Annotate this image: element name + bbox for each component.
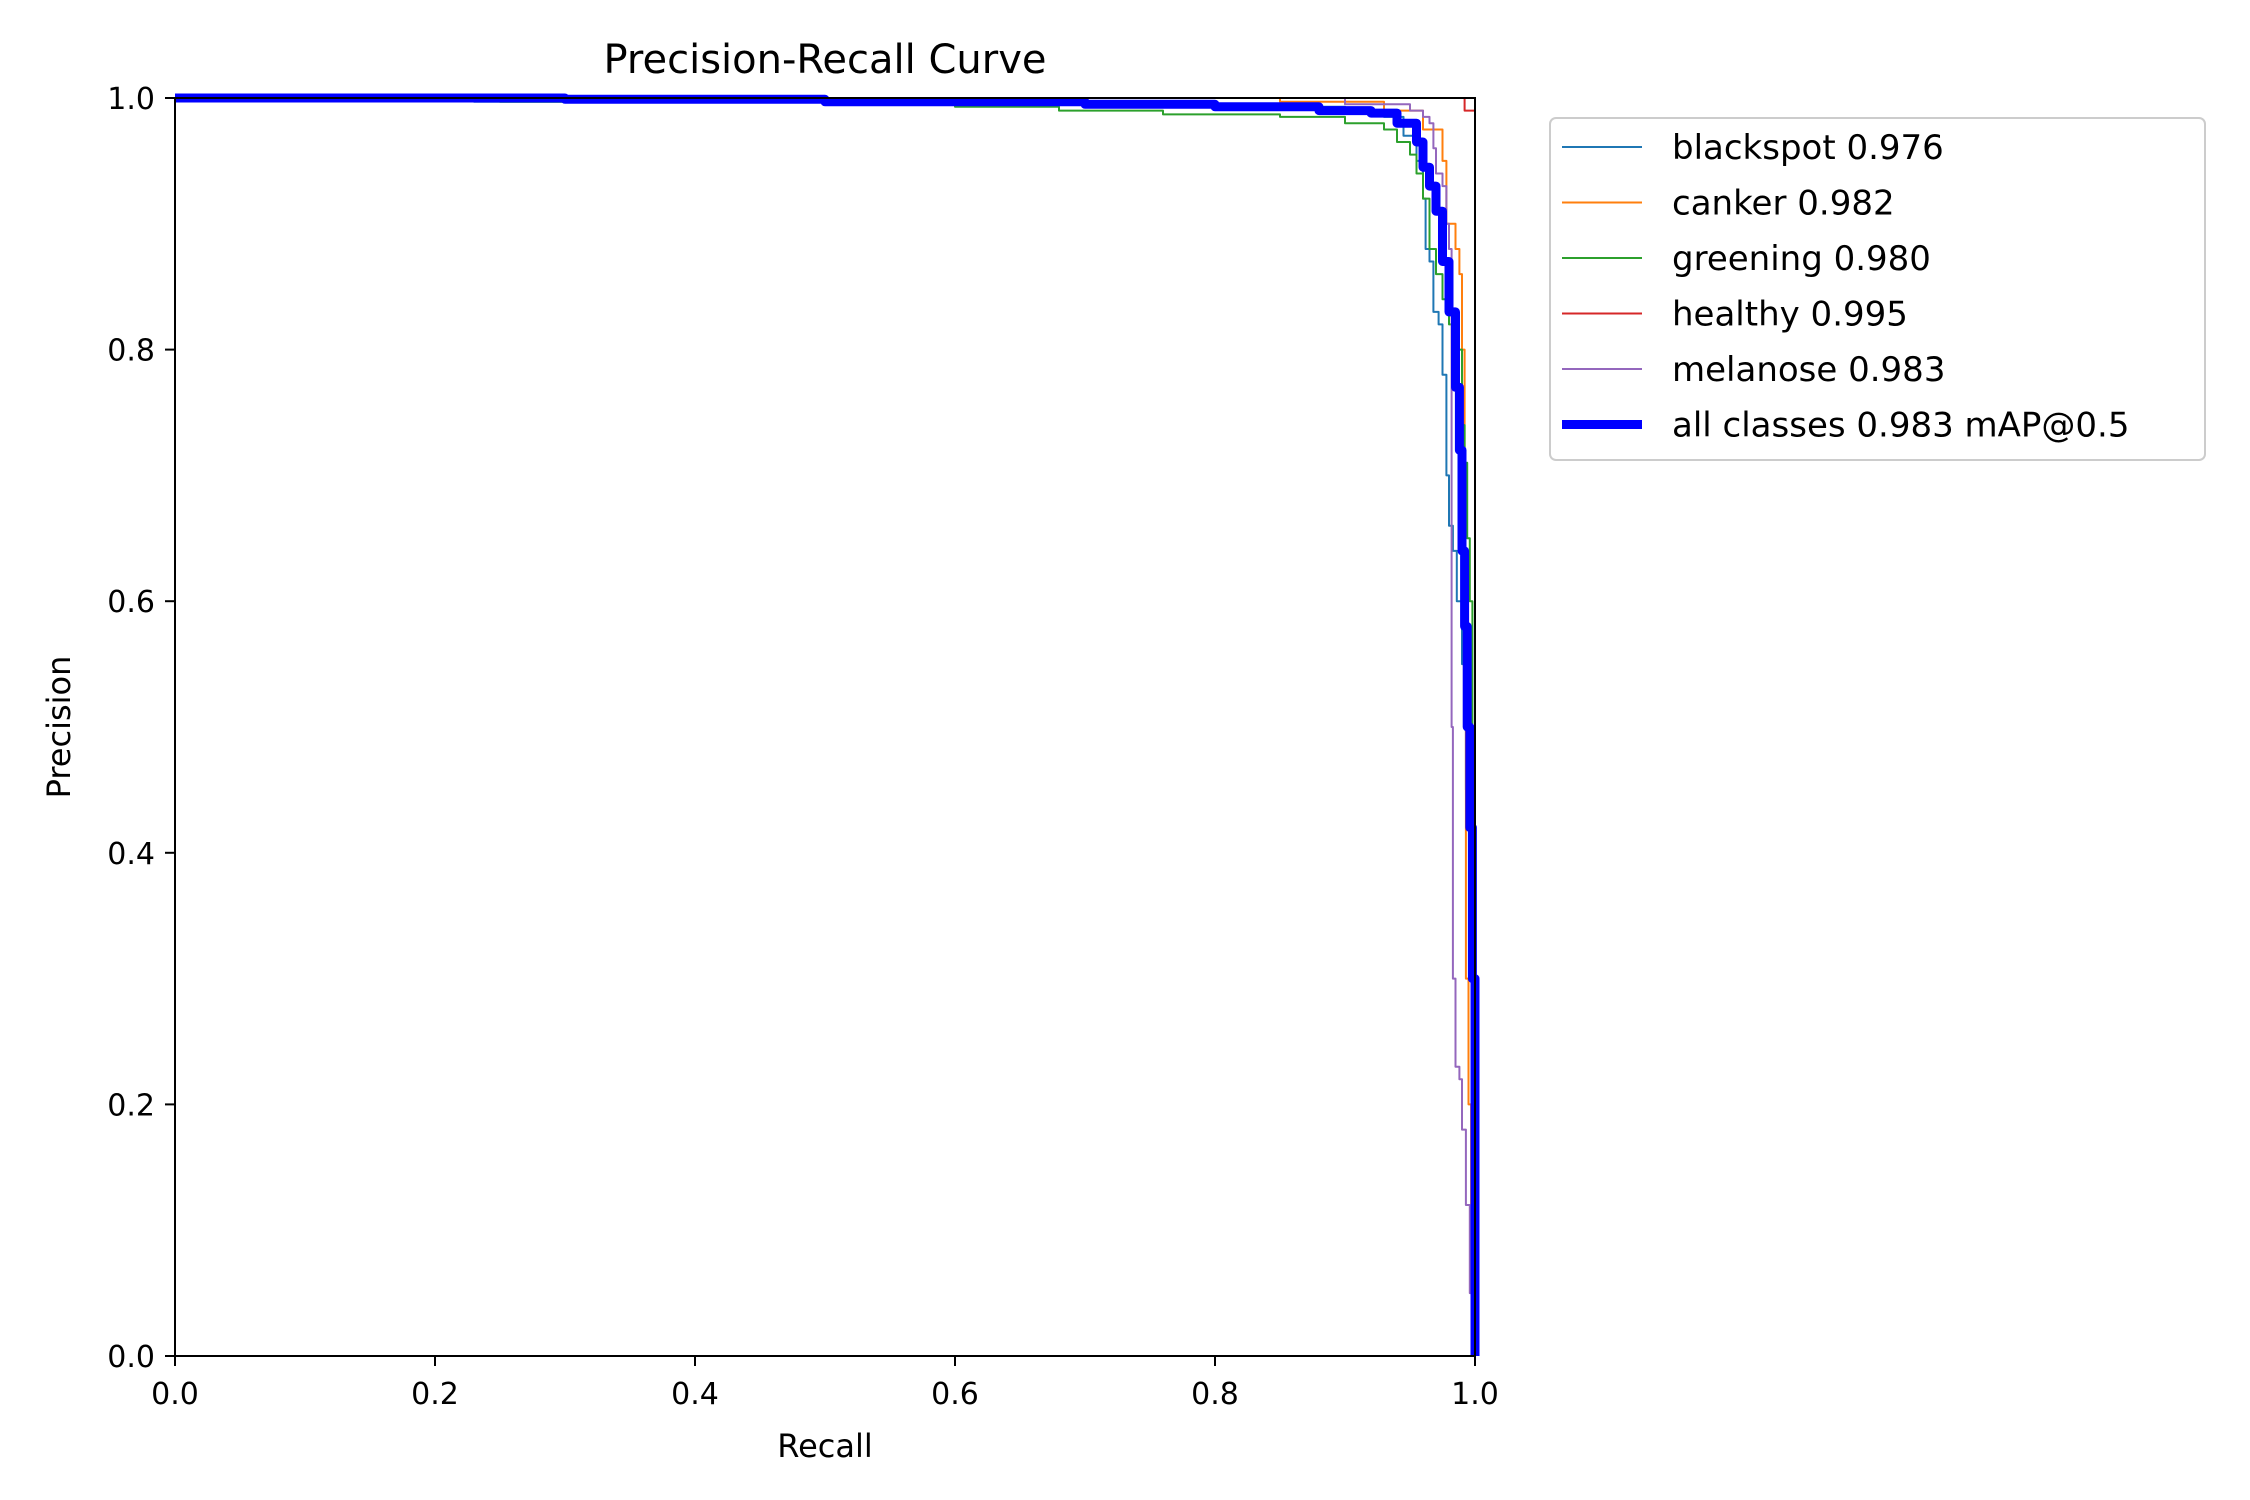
legend-entry-label: melanose 0.983: [1672, 350, 1945, 390]
x-tick-label: 0.6: [931, 1377, 979, 1412]
y-axis: 0.0 0.2 0.4 0.6 0.8 1.0: [107, 82, 175, 1375]
legend-entry-label: greening 0.980: [1672, 239, 1931, 279]
series-line-1: [175, 97, 1476, 1356]
legend-entry-label: all classes 0.983 mAP@0.5: [1672, 406, 2129, 446]
y-axis-label: Precision: [40, 656, 78, 799]
y-tick-label: 0.0: [107, 1340, 155, 1375]
legend-box: [1549, 117, 2206, 461]
series-line-5: [175, 93, 1480, 1356]
y-tick-label: 0.6: [107, 585, 155, 620]
x-tick-label: 0.0: [151, 1377, 199, 1412]
x-tick-label: 0.2: [411, 1377, 459, 1412]
chart-title: Precision-Recall Curve: [604, 37, 1047, 83]
x-tick-label: 1.0: [1451, 1377, 1499, 1412]
plot-area: [175, 98, 1475, 1356]
x-tick-label: 0.4: [671, 1377, 719, 1412]
x-tick-label: 0.8: [1191, 1377, 1239, 1412]
series-line-4: [175, 97, 1476, 1356]
plot-frame: [174, 97, 1476, 1357]
x-axis: 0.0 0.2 0.4 0.6 0.8 1.0: [151, 1356, 1499, 1412]
y-tick-label: 0.8: [107, 334, 155, 369]
y-tick-label: 0.4: [107, 837, 155, 872]
x-axis-label: Recall: [777, 1427, 872, 1465]
legend-entry-label: healthy 0.995: [1672, 295, 1908, 335]
y-tick-label: 1.0: [107, 82, 155, 117]
y-tick-label: 0.2: [107, 1088, 155, 1123]
legend-entry-label: blackspot 0.976: [1672, 128, 1944, 168]
legend: blackspot 0.976 canker 0.982 greening 0.98…: [1549, 117, 2206, 461]
legend-entry-label: canker 0.982: [1672, 184, 1895, 224]
